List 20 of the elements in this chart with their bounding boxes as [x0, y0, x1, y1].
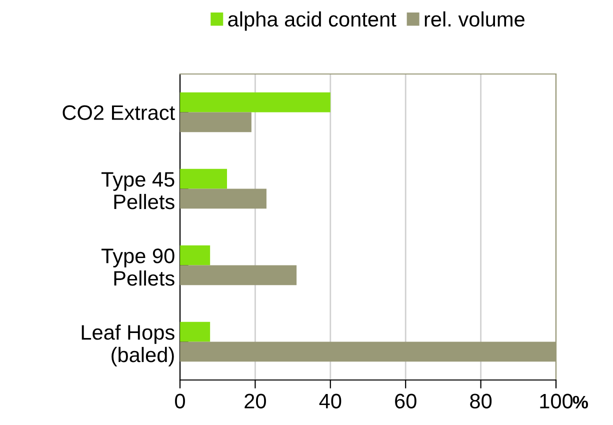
y-tick-label: Leaf Hops (baled) [82, 324, 174, 366]
x-axis-title: % [572, 396, 588, 409]
bar [180, 92, 330, 112]
bar [180, 265, 297, 286]
bar [180, 322, 210, 342]
x-tick-label: 40 [319, 394, 342, 408]
y-tick-label: CO2 Extract [62, 105, 175, 120]
bar [180, 245, 210, 266]
bar [180, 188, 266, 209]
x-tick-label: 0 [175, 394, 185, 408]
y-tick-label: Type 90 Pellets [101, 248, 174, 286]
legend-label: rel. volume [424, 11, 524, 27]
x-tick-label: 60 [395, 394, 416, 408]
bar [180, 168, 227, 189]
bar [180, 112, 252, 132]
legend-label: alpha acid content [228, 11, 396, 31]
x-tick-label: 100 [540, 394, 573, 408]
x-tick-label: 20 [244, 394, 266, 408]
y-tick-label: Type 45 Pellets [101, 172, 174, 210]
x-tick-label: 80 [470, 394, 492, 408]
